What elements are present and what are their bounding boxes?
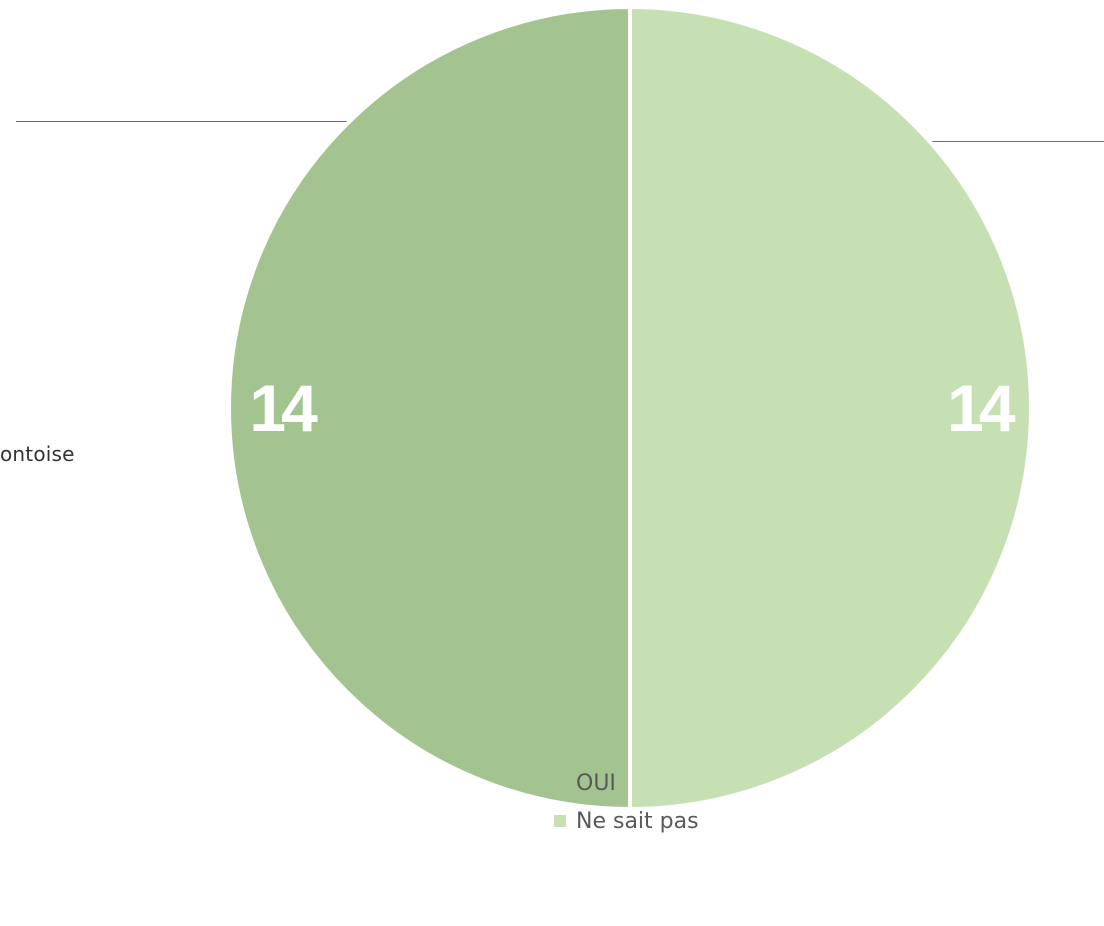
legend-item-ne-sait-pas: Ne sait pas — [554, 802, 699, 840]
pie-slice-ne-sait-pas — [628, 4, 1033, 812]
legend: OUI Ne sait pas — [554, 764, 699, 840]
pie-slice-oui — [227, 4, 632, 812]
legend-item-oui: OUI — [554, 764, 699, 802]
cropped-side-text: ontoise — [0, 442, 75, 466]
legend-label-ne-sait-pas: Ne sait pas — [576, 808, 699, 834]
legend-swatch-oui — [554, 777, 566, 789]
legend-swatch-ne-sait-pas — [554, 815, 566, 827]
leader-line-right — [922, 141, 1104, 142]
leader-line-left — [16, 121, 356, 122]
data-label-ne-sait-pas: 14 — [947, 371, 1016, 445]
data-label-oui: 14 — [249, 371, 318, 445]
legend-label-oui: OUI — [576, 770, 616, 796]
